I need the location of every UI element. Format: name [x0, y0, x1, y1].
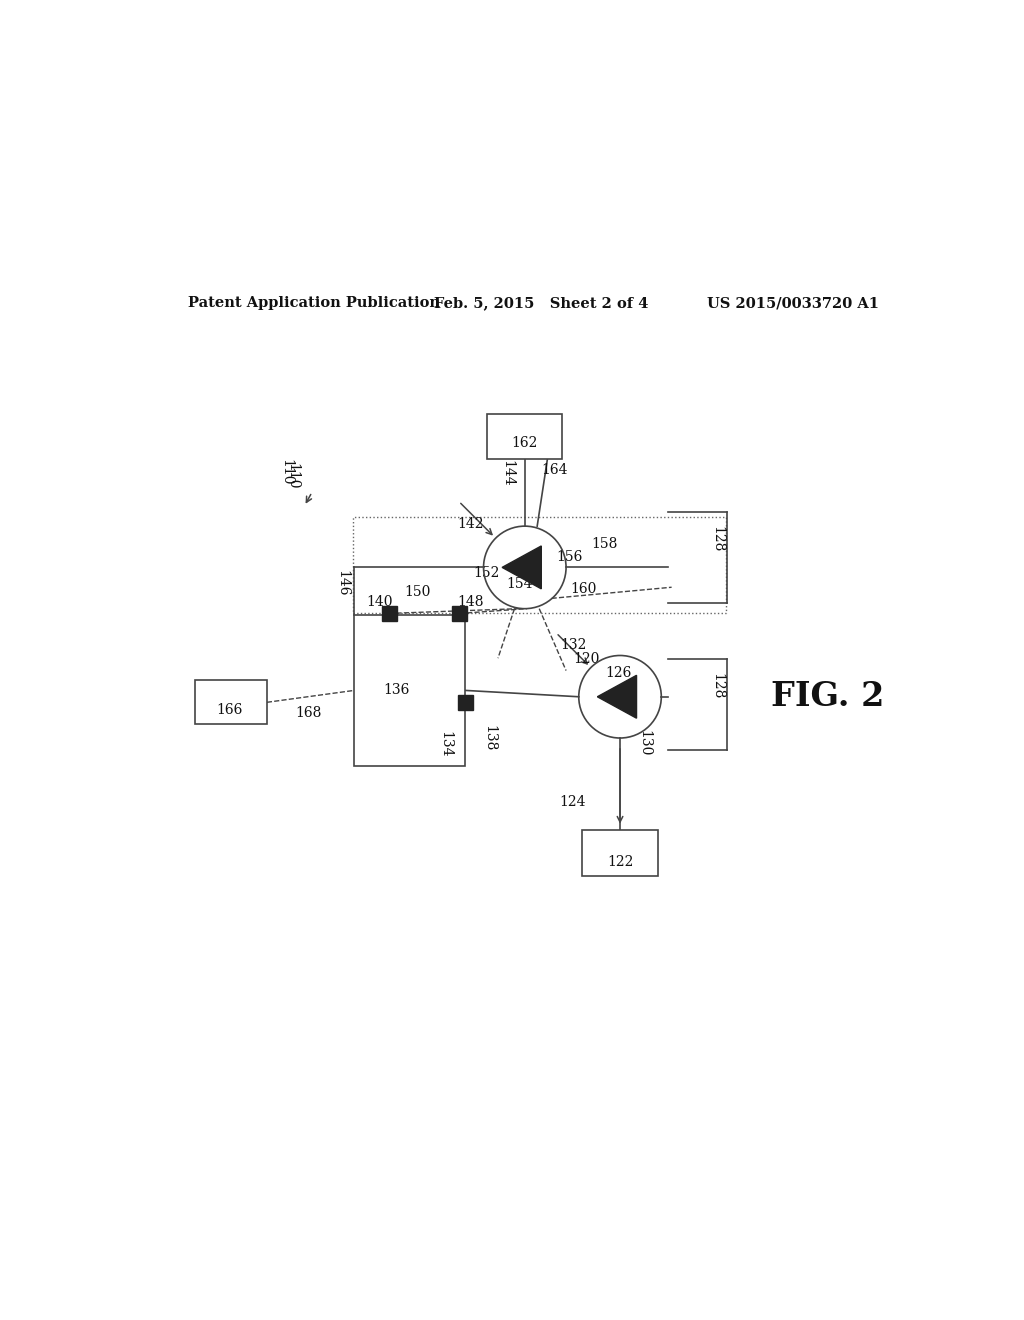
Text: 152: 152 — [473, 566, 500, 579]
Text: 142: 142 — [458, 516, 484, 531]
Bar — [487, 414, 562, 459]
Text: 148: 148 — [458, 594, 484, 609]
Text: 126: 126 — [605, 667, 632, 680]
Text: 144: 144 — [501, 459, 514, 486]
Text: US 2015/0033720 A1: US 2015/0033720 A1 — [708, 296, 880, 310]
Text: 132: 132 — [560, 638, 587, 652]
Bar — [196, 681, 267, 725]
Bar — [354, 615, 465, 766]
Text: 136: 136 — [383, 684, 410, 697]
Text: 128: 128 — [710, 673, 724, 700]
Text: 164: 164 — [541, 463, 567, 477]
Text: 158: 158 — [591, 537, 617, 552]
Text: 166: 166 — [216, 704, 243, 717]
Text: 160: 160 — [570, 582, 597, 595]
Bar — [382, 606, 396, 620]
Bar — [458, 694, 473, 710]
Text: 120: 120 — [573, 652, 600, 667]
Text: FIG. 2: FIG. 2 — [771, 680, 884, 713]
Text: 128: 128 — [710, 527, 724, 553]
Text: 134: 134 — [438, 731, 453, 758]
Text: 110: 110 — [280, 459, 294, 486]
Text: 110: 110 — [286, 463, 299, 490]
Polygon shape — [502, 546, 542, 589]
Polygon shape — [597, 676, 637, 718]
Text: 168: 168 — [296, 706, 323, 719]
Bar — [352, 517, 726, 612]
Text: 130: 130 — [637, 730, 651, 756]
Text: 146: 146 — [335, 570, 349, 597]
Text: 162: 162 — [512, 436, 538, 450]
Text: 122: 122 — [607, 855, 633, 869]
Text: 154: 154 — [506, 577, 532, 591]
Text: 140: 140 — [367, 594, 393, 609]
Bar — [583, 830, 657, 875]
Text: 156: 156 — [556, 550, 583, 564]
Text: 124: 124 — [559, 795, 586, 809]
Text: Patent Application Publication: Patent Application Publication — [187, 296, 439, 310]
Bar — [453, 606, 467, 620]
Text: 138: 138 — [482, 725, 496, 751]
Text: Feb. 5, 2015   Sheet 2 of 4: Feb. 5, 2015 Sheet 2 of 4 — [433, 296, 648, 310]
Text: 150: 150 — [404, 585, 431, 599]
